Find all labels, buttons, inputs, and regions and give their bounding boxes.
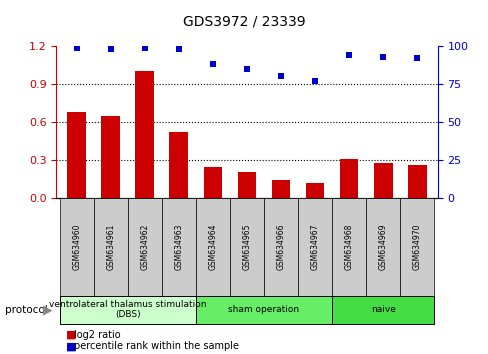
Text: GSM634966: GSM634966 <box>276 224 285 270</box>
Text: GSM634969: GSM634969 <box>378 224 387 270</box>
Bar <box>101 116 120 198</box>
Text: log2 ratio: log2 ratio <box>74 330 121 339</box>
Bar <box>271 181 290 198</box>
Point <box>175 46 183 52</box>
Point <box>106 46 114 52</box>
Point <box>208 62 216 67</box>
Bar <box>169 132 188 198</box>
Text: GSM634964: GSM634964 <box>208 224 217 270</box>
Point <box>73 45 81 50</box>
Text: GSM634963: GSM634963 <box>174 224 183 270</box>
Text: protocol: protocol <box>5 305 47 315</box>
Text: GSM634967: GSM634967 <box>310 224 319 270</box>
Text: GSM634962: GSM634962 <box>140 224 149 270</box>
Point <box>141 45 148 50</box>
Bar <box>305 183 324 198</box>
Text: ■: ■ <box>66 341 76 351</box>
Text: ventrolateral thalamus stimulation
(DBS): ventrolateral thalamus stimulation (DBS) <box>49 300 206 319</box>
Bar <box>373 163 392 198</box>
Point <box>345 52 352 58</box>
Bar <box>203 166 222 198</box>
Text: GSM634968: GSM634968 <box>344 224 353 270</box>
Point <box>277 74 285 79</box>
Point <box>379 54 386 59</box>
Bar <box>339 159 358 198</box>
Point <box>412 55 420 61</box>
Text: GSM634965: GSM634965 <box>242 224 251 270</box>
Text: ■: ■ <box>66 330 76 339</box>
Text: percentile rank within the sample: percentile rank within the sample <box>74 341 239 351</box>
Text: ▶: ▶ <box>43 303 53 316</box>
Point <box>243 66 250 72</box>
Bar <box>237 172 256 198</box>
Text: GSM634961: GSM634961 <box>106 224 115 270</box>
Text: GSM634970: GSM634970 <box>412 224 421 270</box>
Bar <box>67 112 86 198</box>
Text: GDS3972 / 23339: GDS3972 / 23339 <box>183 14 305 28</box>
Point <box>310 78 318 84</box>
Text: naive: naive <box>370 305 395 314</box>
Bar <box>407 165 426 198</box>
Text: sham operation: sham operation <box>228 305 299 314</box>
Bar <box>135 72 154 198</box>
Text: GSM634960: GSM634960 <box>72 224 81 270</box>
